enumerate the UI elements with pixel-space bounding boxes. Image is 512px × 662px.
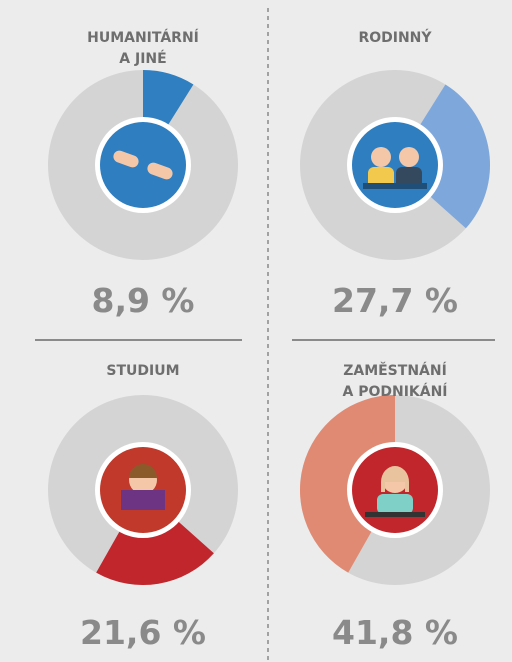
icon-bg xyxy=(352,122,438,208)
icon xyxy=(113,150,173,180)
icon-body xyxy=(377,494,413,514)
icon-hair xyxy=(129,464,157,478)
donut-slice xyxy=(96,490,214,586)
category-label: ZAMĚSTNÁNÍ xyxy=(343,362,447,379)
value-label: 41,8 % xyxy=(332,613,458,652)
icon-hair xyxy=(381,466,409,492)
category-label: A PODNIKÁNÍ xyxy=(342,383,447,400)
category-label: RODINNÝ xyxy=(358,28,432,46)
category-label: HUMANITÁRNÍ xyxy=(87,29,199,46)
icon-hand xyxy=(113,150,139,168)
value-label: 21,6 % xyxy=(80,613,206,652)
icon-bg xyxy=(100,122,186,208)
value-label: 8,9 % xyxy=(91,281,194,320)
value-label: 27,7 % xyxy=(332,281,458,320)
icon-table xyxy=(363,183,427,189)
icon xyxy=(363,147,427,189)
icon xyxy=(365,466,425,517)
icon-head xyxy=(399,147,419,167)
category-label: STUDIUM xyxy=(106,363,179,379)
icon xyxy=(121,464,165,510)
icon-table xyxy=(365,512,425,517)
icon-book xyxy=(121,490,165,510)
icon-hand xyxy=(147,162,173,180)
donut-slice xyxy=(395,84,490,229)
category-label: A JINÉ xyxy=(119,50,166,67)
icon-head xyxy=(371,147,391,167)
